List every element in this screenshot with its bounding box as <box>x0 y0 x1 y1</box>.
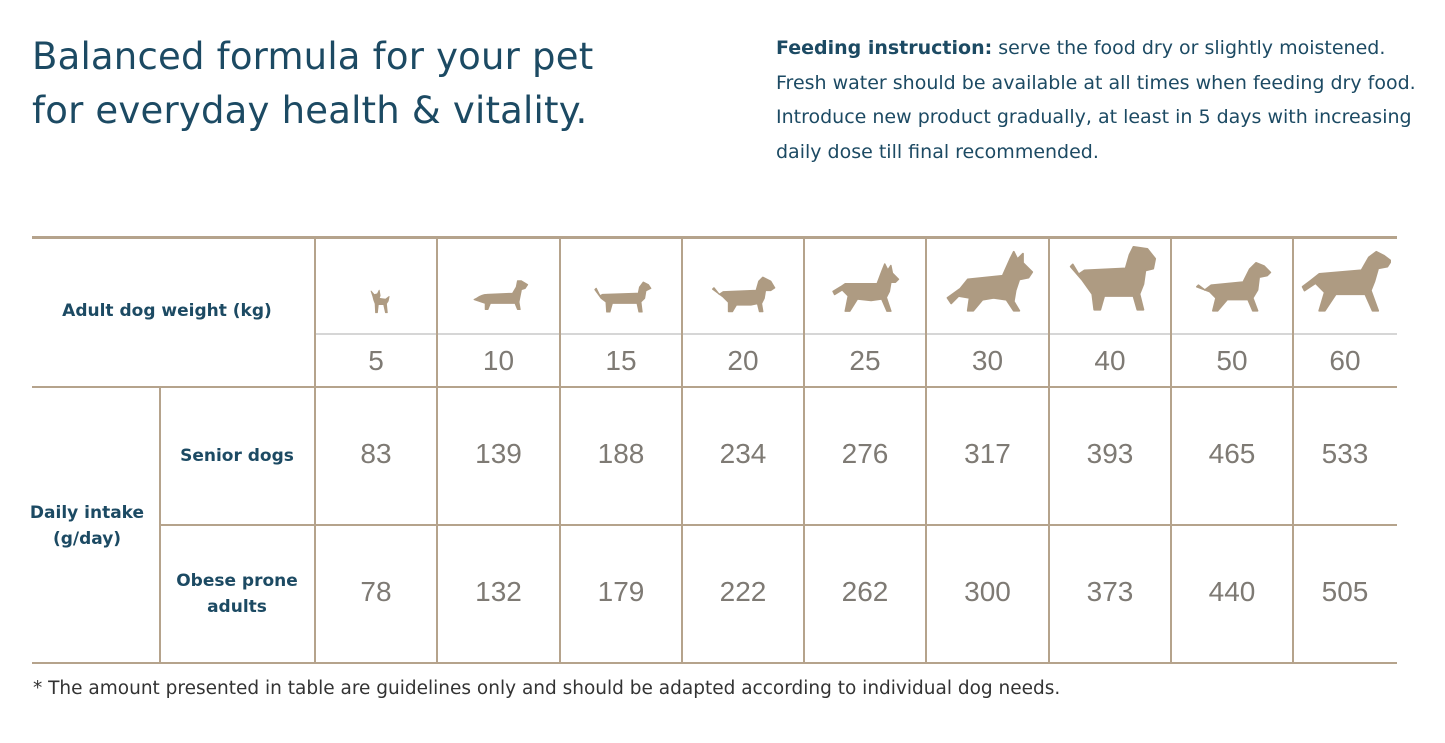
row-label-obese: Obese prone adults <box>162 568 312 620</box>
weight-value: 50 <box>1216 345 1248 376</box>
weight-value: 10 <box>482 345 515 376</box>
senior-intake-value: 276 <box>841 438 889 469</box>
obese-intake-value: 179 <box>597 576 645 607</box>
obese-intake-value: 132 <box>475 576 522 607</box>
column-divider <box>1292 237 1294 664</box>
intake-header-line-2: (g/day) <box>52 529 122 549</box>
row-label-senior-line-1: Senior dogs <box>180 446 294 466</box>
column-divider <box>436 237 438 664</box>
header-bottom-rule <box>32 386 1397 388</box>
row-label-senior: Senior dogs <box>162 443 312 469</box>
icon-row-divider <box>315 333 1397 335</box>
dog-airedale-icon <box>1069 246 1157 312</box>
page-headline: Balanced formula for your pet for everyd… <box>32 30 593 138</box>
footnote: * The amount presented in table are guid… <box>33 678 1061 699</box>
row-label-obese-line-2: adults <box>207 597 267 617</box>
obese-intake-value: 505 <box>1321 576 1369 607</box>
feeding-instruction: Feeding instruction: serve the food dry … <box>776 31 1416 169</box>
dog-great-dane-icon <box>1301 250 1391 312</box>
dog-pinscher-icon <box>832 263 900 312</box>
senior-intake-value: 234 <box>719 438 767 469</box>
headline-line-1: Balanced formula for your pet <box>32 35 594 78</box>
weight-value: 15 <box>605 345 637 376</box>
senior-intake-value: 533 <box>1321 438 1369 469</box>
column-divider <box>1048 237 1050 664</box>
headline-line-2: for everyday health & vitality. <box>32 89 588 132</box>
column-divider <box>314 237 316 664</box>
senior-intake-value: 317 <box>964 438 1011 469</box>
dog-dachshund-icon <box>473 279 528 310</box>
weight-value: 40 <box>1094 345 1126 376</box>
weight-value: 60 <box>1329 345 1361 376</box>
weight-value: 20 <box>727 345 759 376</box>
column-divider <box>681 237 683 664</box>
row-divider <box>160 524 1397 526</box>
dog-chihuahua-icon <box>370 289 390 313</box>
column-divider <box>559 237 561 664</box>
table-top-rule <box>32 236 1397 239</box>
weight-value: 5 <box>368 345 384 376</box>
feeding-instruction-text: serve the food dry or slightly moistened… <box>776 37 1416 163</box>
obese-intake-value: 222 <box>719 576 767 607</box>
obese-intake-value: 262 <box>841 576 889 607</box>
weight-value: 30 <box>971 345 1004 376</box>
senior-intake-value: 393 <box>1086 438 1134 469</box>
column-divider <box>925 237 927 664</box>
senior-intake-value: 83 <box>360 438 392 469</box>
obese-intake-value: 78 <box>360 576 392 607</box>
senior-intake-value: 139 <box>475 438 522 469</box>
senior-intake-value: 188 <box>597 438 645 469</box>
intake-label-divider <box>159 387 161 664</box>
table-bottom-rule <box>32 662 1397 664</box>
obese-intake-value: 373 <box>1086 576 1134 607</box>
column-divider <box>1170 237 1172 664</box>
dog-pointer-icon <box>1196 262 1272 312</box>
senior-intake-value: 465 <box>1208 438 1256 469</box>
column-divider <box>803 237 805 664</box>
intake-header: Daily intake (g/day) <box>22 500 152 552</box>
obese-intake-value: 440 <box>1208 576 1256 607</box>
feeding-instruction-label: Feeding instruction: <box>776 37 993 59</box>
dog-bull-terrier-icon <box>711 276 776 313</box>
dog-beagle-icon <box>594 281 652 313</box>
dog-shepherd-icon <box>946 250 1033 312</box>
row-label-obese-line-1: Obese prone <box>176 571 298 591</box>
intake-header-line-1: Daily intake <box>29 503 145 523</box>
weight-value: 25 <box>849 345 881 376</box>
obese-intake-value: 300 <box>964 576 1011 607</box>
weight-header: Adult dog weight (kg) <box>62 301 272 321</box>
